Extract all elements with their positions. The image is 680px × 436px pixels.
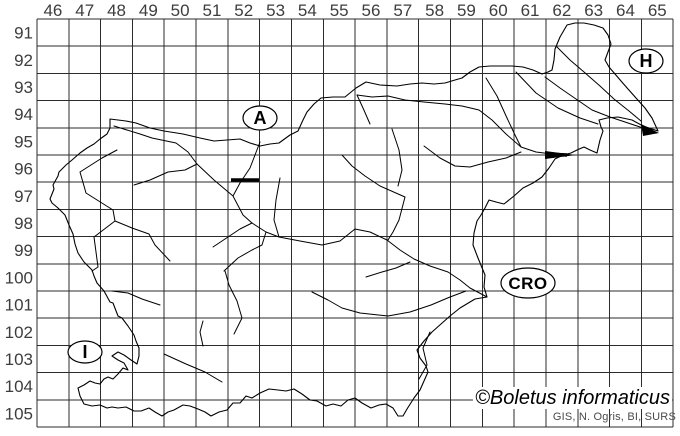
map-grid: [36, 18, 674, 428]
river-drava: [356, 94, 567, 156]
slovenia-map-art: [49, 22, 659, 417]
column-label: 63: [584, 1, 603, 20]
column-label: 64: [616, 1, 635, 20]
river-mura: [544, 76, 644, 129]
row-label: 93: [14, 78, 33, 97]
austria-ellipse: [242, 105, 278, 131]
row-label: 95: [14, 132, 33, 151]
row-label: 102: [5, 323, 33, 342]
river-sava-dolinka: [113, 125, 198, 165]
column-label: 48: [107, 1, 126, 20]
row-label: 92: [14, 51, 33, 70]
slovenia-border: [49, 22, 659, 417]
column-label: 54: [298, 1, 317, 20]
row-label: 91: [14, 24, 33, 43]
croatia-ellipse: [500, 267, 556, 299]
column-label: 61: [521, 1, 540, 20]
river-ledava: [555, 45, 642, 122]
column-label: 46: [43, 1, 62, 20]
column-label: 49: [139, 1, 158, 20]
mura-exit-arrow-icon: [641, 124, 659, 136]
column-label: 53: [266, 1, 285, 20]
row-label: 100: [5, 268, 33, 287]
river-paka: [391, 128, 403, 187]
river-network: [79, 45, 644, 383]
row-label: 101: [5, 296, 33, 315]
river-soca: [79, 149, 118, 272]
column-label: 65: [648, 1, 667, 20]
country-label-austria: A: [242, 105, 278, 131]
column-label: 62: [552, 1, 571, 20]
hungary-ellipse: [628, 48, 664, 74]
country-label-croatia: CRO: [500, 267, 556, 299]
river-savinja: [341, 154, 406, 241]
column-label: 47: [75, 1, 94, 20]
column-label: 57: [393, 1, 412, 20]
column-label: 59: [457, 1, 476, 20]
river-pivka: [199, 320, 204, 347]
river-sava-bohinjka: [133, 163, 198, 186]
copyright-text: ©Boletus informaticus: [473, 387, 672, 409]
drava-exit-arrow-icon: [545, 151, 576, 159]
column-label: 52: [234, 1, 253, 20]
column-label: 51: [202, 1, 221, 20]
river-sora: [212, 222, 253, 248]
italy-label: I: [82, 342, 87, 362]
river-vipava: [111, 290, 161, 306]
country-label-italy: I: [67, 340, 103, 364]
country-label-hungary: H: [628, 48, 664, 74]
italy-ellipse: [67, 340, 103, 364]
croatia-label: CRO: [508, 274, 547, 293]
river-lahinja: [418, 331, 431, 380]
column-label: 55: [330, 1, 349, 20]
column-label: 60: [489, 1, 508, 20]
river-sava: [196, 163, 488, 298]
river-scavnica: [515, 71, 599, 125]
river-krka: [311, 290, 467, 317]
column-labels: 46 47 48 49 50 51 52 53 54 55 56 57 58 59 60 61 62 63 64 65: [43, 1, 666, 20]
row-labels: 91 92 93 94 95 96 97 98 99 100 101 102 103 104 105: [5, 24, 33, 424]
river-kokra: [232, 141, 261, 197]
row-label: 96: [14, 160, 33, 179]
hungary-label: H: [640, 51, 653, 71]
river-cerknica: [224, 270, 243, 335]
row-label: 103: [5, 350, 33, 369]
row-label: 99: [14, 241, 33, 260]
row-label: 105: [5, 404, 33, 423]
column-label: 58: [425, 1, 444, 20]
row-label: 104: [5, 377, 33, 396]
row-label: 94: [14, 105, 33, 124]
attribution-text: GIS, N. Ogris, BI, SURS: [552, 411, 676, 423]
row-label: 97: [14, 187, 33, 206]
river-pesnica: [485, 77, 522, 148]
river-reka: [163, 353, 223, 383]
river-idrijca: [114, 220, 171, 262]
river-dravinja: [423, 145, 522, 168]
column-label: 50: [171, 1, 190, 20]
river-mirna: [365, 261, 411, 278]
river-meza: [356, 94, 371, 125]
austria-label: A: [254, 108, 267, 128]
column-label: 56: [362, 1, 381, 20]
row-label: 98: [14, 214, 33, 233]
river-kamniska-bistrica: [273, 177, 281, 238]
river-ljubljanica: [223, 231, 267, 272]
